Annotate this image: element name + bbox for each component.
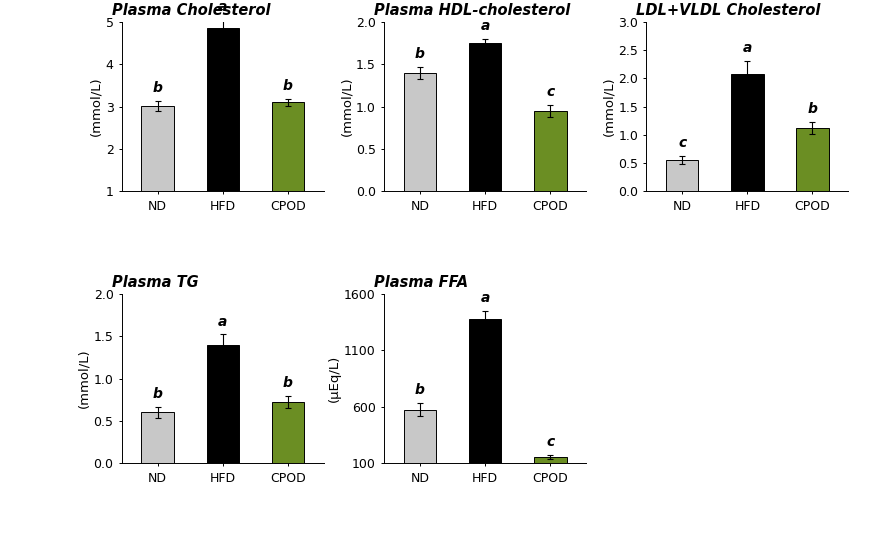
Text: b: b (414, 384, 424, 398)
Text: a: a (218, 0, 227, 14)
Bar (533, 111, 566, 191)
Text: a: a (480, 19, 489, 33)
Text: a: a (218, 314, 227, 329)
Text: b: b (283, 79, 292, 93)
Bar (533, 457, 566, 463)
Text: b: b (414, 47, 424, 61)
Text: c: c (677, 137, 686, 150)
Text: Plasma HDL-cholesterol: Plasma HDL-cholesterol (374, 3, 570, 18)
Bar (403, 72, 435, 191)
Text: Plasma
LDL+VLDL Cholesterol: Plasma LDL+VLDL Cholesterol (636, 0, 820, 18)
Bar (468, 43, 500, 191)
Bar (795, 128, 828, 191)
Y-axis label: (μEq/L): (μEq/L) (327, 355, 341, 402)
Text: a: a (742, 41, 752, 55)
Text: b: b (153, 81, 162, 95)
Text: b: b (153, 387, 162, 401)
Text: c: c (545, 435, 554, 449)
Bar (271, 402, 304, 463)
Bar (403, 410, 435, 463)
Text: c: c (545, 85, 554, 99)
Text: a: a (480, 291, 489, 305)
Bar (206, 344, 239, 463)
Bar (666, 160, 698, 191)
Bar (271, 102, 304, 191)
Y-axis label: (mmol/L): (mmol/L) (90, 77, 103, 137)
Text: b: b (807, 102, 817, 116)
Y-axis label: (mmol/L): (mmol/L) (78, 349, 90, 409)
Text: Plasma Cholesterol: Plasma Cholesterol (112, 3, 270, 18)
Bar (206, 28, 239, 191)
Bar (468, 319, 500, 463)
Bar (141, 106, 174, 191)
Y-axis label: (mmol/L): (mmol/L) (340, 77, 353, 137)
Bar (730, 74, 763, 191)
Text: Plasma FFA: Plasma FFA (374, 275, 468, 290)
Text: b: b (283, 376, 292, 391)
Bar (141, 412, 174, 463)
Text: Plasma TG: Plasma TG (112, 275, 198, 290)
Y-axis label: (mmol/L): (mmol/L) (601, 77, 615, 137)
